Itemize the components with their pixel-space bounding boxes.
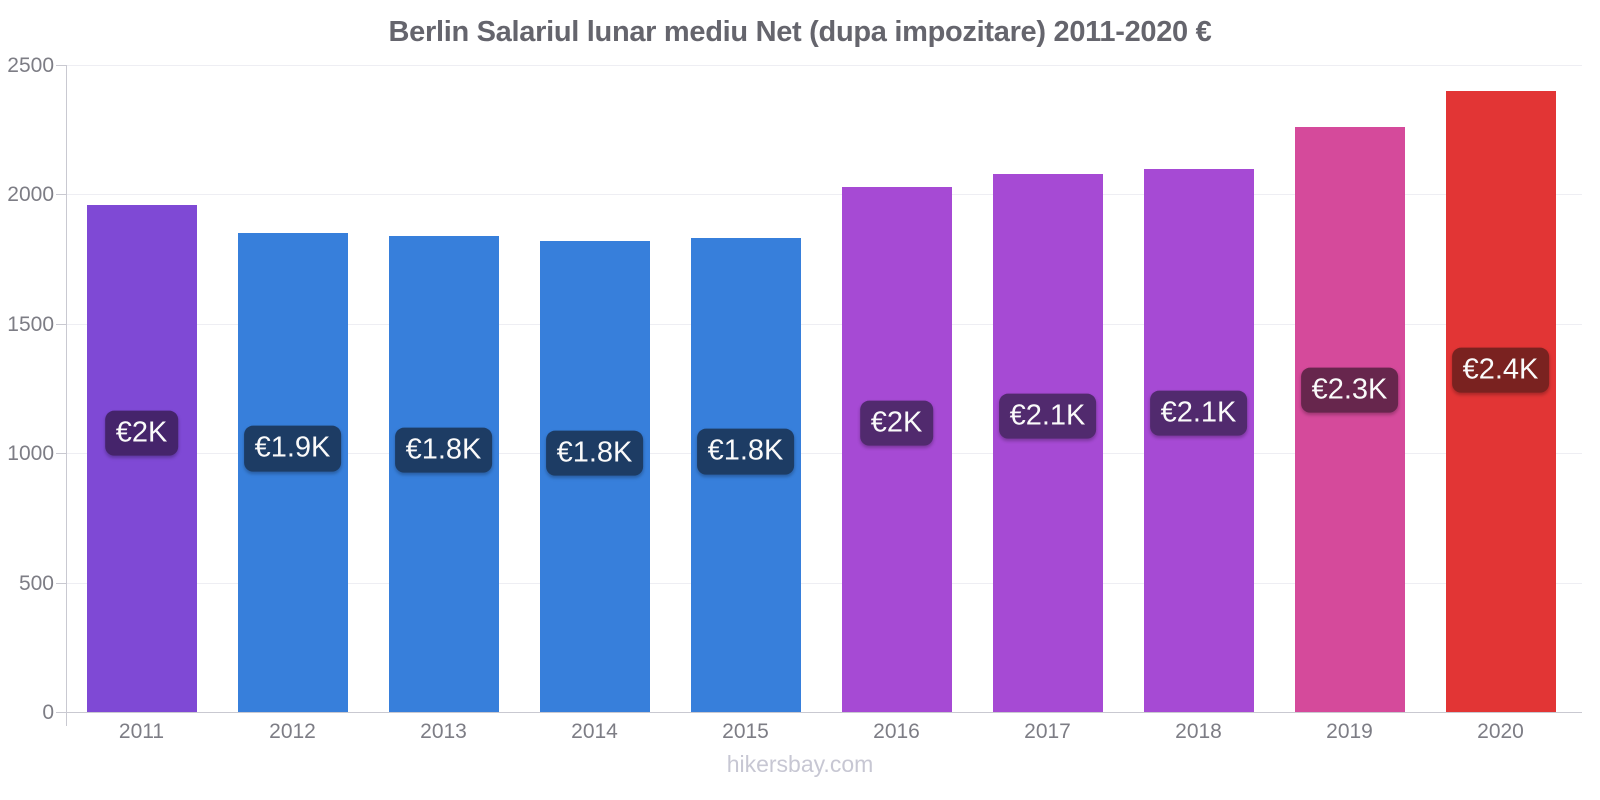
x-tick-label: 2016 (873, 720, 920, 743)
gridline (66, 194, 1582, 196)
gridline (66, 65, 1582, 66)
y-tickmark (56, 582, 66, 584)
bar-2017[interactable]: €2.1K (992, 173, 1103, 712)
x-tick-label: 2017 (1024, 720, 1071, 743)
bar-2015[interactable]: €1.8K (690, 238, 801, 712)
bar-2016[interactable]: €2K (841, 186, 952, 712)
bar-value-badge: €1.9K (243, 426, 342, 472)
bar-2011[interactable]: €2K (86, 204, 197, 712)
x-tick-label: 2011 (118, 720, 165, 743)
y-tick-label: 1000 (7, 442, 54, 466)
bar-value-badge: €2.4K (1451, 347, 1550, 394)
x-tick-label: 2015 (722, 720, 769, 743)
bar-2013[interactable]: €1.8K (388, 235, 499, 712)
y-tick-label: 500 (18, 571, 54, 595)
y-tickmark (56, 323, 66, 325)
x-tick-label: 2013 (420, 720, 467, 743)
watermark-text: hikersbay.com (726, 751, 874, 777)
x-axis-line (66, 712, 1582, 713)
y-tick-label: 0 (42, 701, 54, 724)
bar-2020[interactable]: €2.4K (1445, 90, 1556, 712)
bar-value-badge: €1.8K (545, 430, 644, 476)
y-tick-label: 2500 (7, 54, 54, 77)
y-tickmark (56, 65, 66, 66)
gridline (66, 453, 1582, 455)
y-tick-label: 1500 (7, 312, 54, 336)
x-tick-label: 2020 (1477, 720, 1524, 743)
bar-value-badge: €2.1K (998, 393, 1097, 439)
y-tick-label: 2000 (7, 183, 54, 207)
chart-title: Berlin Salariul lunar mediu Net (dupa im… (388, 16, 1212, 48)
gridline (66, 582, 1582, 584)
y-tickmark (56, 453, 66, 455)
bar-2018[interactable]: €2.1K (1143, 168, 1254, 712)
plot-area: €2K €1.9K €1.8K €1.8K €1.8K €2K €2.1K €2.1K €2.3… (66, 65, 1582, 712)
bar-2012[interactable]: €1.9K (237, 233, 348, 712)
y-tickmark (56, 712, 66, 713)
bar-2014[interactable]: €1.8K (539, 240, 650, 712)
x-tick-label: 2019 (1326, 720, 1373, 743)
bar-value-badge: €2.3K (1300, 367, 1399, 413)
bar-value-badge: €1.8K (394, 427, 493, 473)
x-tick-label: 2018 (1175, 720, 1222, 743)
bar-value-badge: €2K (859, 400, 934, 446)
bar-value-badge: €2K (104, 410, 179, 456)
y-axis-line (66, 65, 67, 726)
bar-2019[interactable]: €2.3K (1294, 127, 1405, 712)
bar-value-badge: €2.1K (1149, 390, 1248, 436)
bar-value-badge: €1.8K (696, 428, 795, 475)
x-tick-label: 2012 (269, 720, 316, 743)
x-tick-label: 2014 (571, 720, 618, 743)
y-tickmark (56, 194, 66, 196)
gridline (66, 323, 1582, 325)
